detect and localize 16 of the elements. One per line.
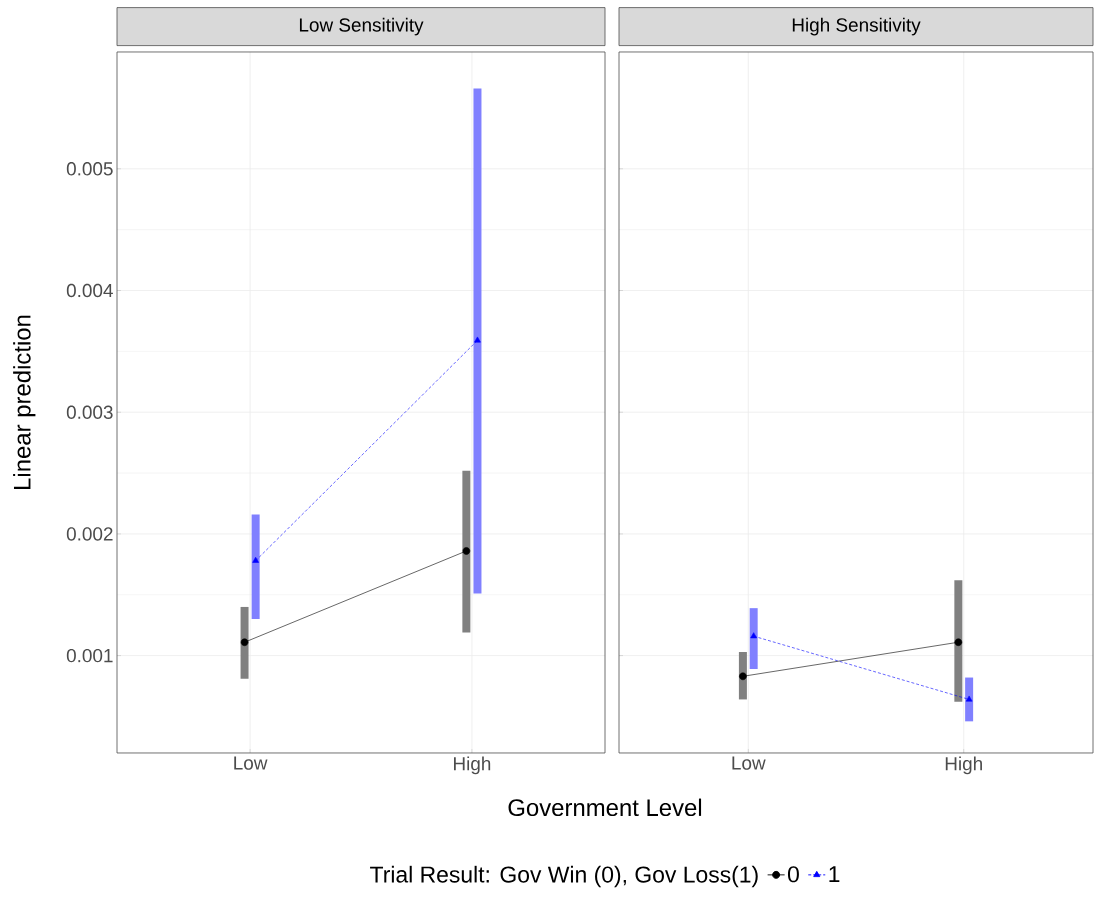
legend-label: 1: [829, 866, 840, 883]
legend-label: 0: [787, 866, 799, 883]
y-tick-label: 0.001: [66, 648, 113, 663]
chart-title: High Sensitivity: [792, 17, 921, 36]
x-tick-label: High: [945, 756, 982, 775]
y-tick-label: 0.002: [66, 527, 113, 541]
y-tick-label: 0.003: [66, 405, 113, 419]
y-axis-title: Linear prediction: [13, 315, 36, 489]
y-tick-label: 0.004: [66, 283, 113, 298]
x-tick-label: High: [454, 756, 491, 775]
x-tick-label: Low: [234, 756, 268, 770]
legend-title: Trial Result: Gov Win (0), Gov Loss(1): [370, 865, 758, 888]
x-tick-label: Low: [732, 756, 766, 770]
chart-title: Low Sensitivity: [299, 17, 424, 36]
y-tick-label: 0.005: [66, 162, 113, 176]
x-axis-title: Government Level: [508, 798, 702, 817]
